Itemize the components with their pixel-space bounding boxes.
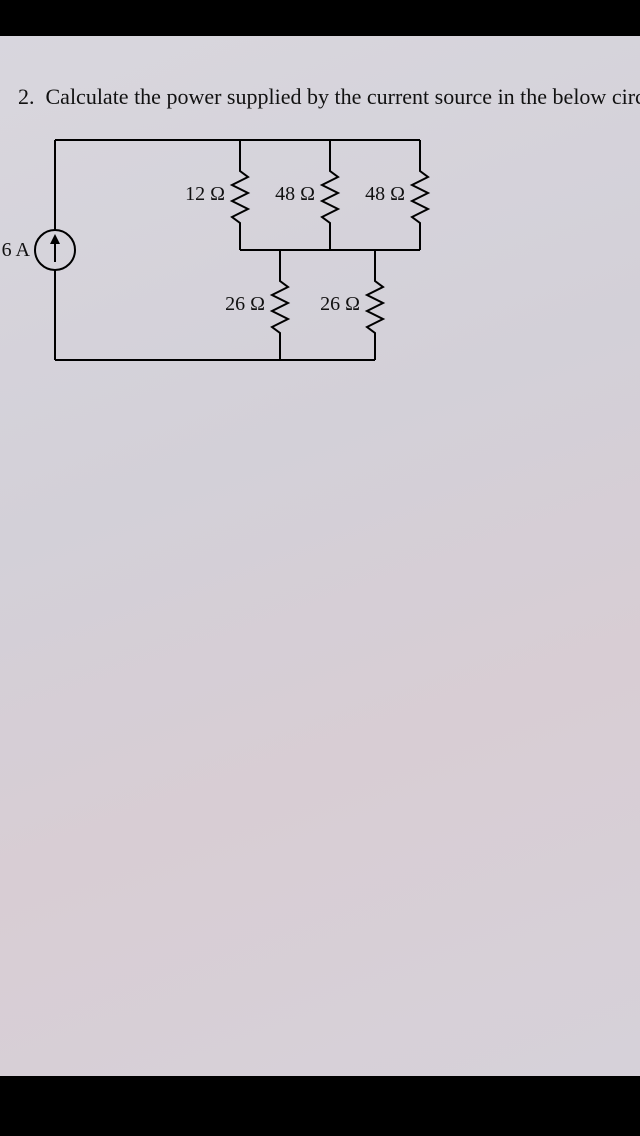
resistor-r3 — [412, 165, 428, 225]
question-number: 2. — [18, 84, 35, 109]
circuit-diagram: 6 A 12 Ω 48 Ω 48 Ω 26 Ω 26 Ω — [0, 120, 640, 400]
resistor-r4 — [272, 275, 288, 335]
page: 2. Calculate the power supplied by the c… — [0, 0, 640, 1136]
letterbox-top — [0, 0, 640, 36]
source-arrow-head — [50, 234, 60, 244]
question-text: 2. Calculate the power supplied by the c… — [18, 84, 640, 110]
label-source: 6 A — [2, 239, 31, 261]
resistor-r5 — [367, 275, 383, 335]
resistor-r1 — [232, 165, 248, 225]
letterbox-bottom — [0, 1076, 640, 1136]
label-r3: 48 Ω — [365, 183, 405, 205]
label-r1: 12 Ω — [185, 183, 225, 205]
label-r5: 26 Ω — [320, 293, 360, 315]
resistor-r2 — [322, 165, 338, 225]
label-r2: 48 Ω — [275, 183, 315, 205]
circuit-svg: 6 A 12 Ω 48 Ω 48 Ω 26 Ω 26 Ω — [0, 120, 640, 400]
question-body: Calculate the power supplied by the curr… — [46, 84, 640, 109]
label-r4: 26 Ω — [225, 293, 265, 315]
